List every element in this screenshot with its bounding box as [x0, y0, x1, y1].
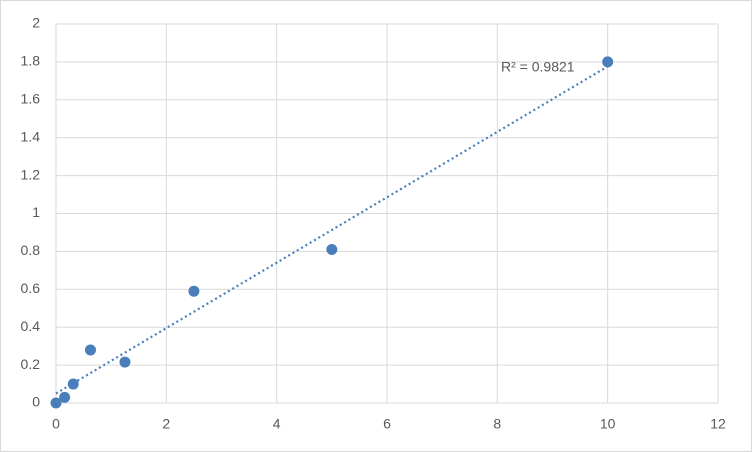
point [67, 378, 79, 390]
point [59, 391, 71, 403]
y-tick-label: 0.8 [21, 242, 41, 258]
y-tick-label: 1.6 [21, 91, 41, 107]
annotation: R² = 0.9821 [501, 59, 575, 75]
point [119, 356, 131, 368]
trendline [55, 65, 609, 395]
point [602, 56, 614, 68]
x-tick-label: 0 [52, 416, 60, 432]
x-tick-label: 10 [600, 416, 616, 432]
point [84, 344, 96, 356]
y-tick-label: 0 [32, 394, 40, 410]
y-tick-label: 1.8 [21, 53, 41, 69]
y-tick-label: 1.2 [21, 166, 41, 182]
x-tick-label: 6 [383, 416, 391, 432]
x-tick-label: 12 [710, 416, 726, 432]
point [326, 244, 338, 256]
x-tick-label: 8 [493, 416, 501, 432]
y-tick-label: 0.6 [21, 280, 41, 296]
y-tick-label: 1 [32, 204, 40, 220]
y-tick-label: 0.2 [21, 356, 41, 372]
y-tick-label: 1.4 [21, 128, 41, 144]
x-tick-label: 4 [273, 416, 281, 432]
y-tick-label: 2 [32, 15, 40, 31]
y-tick-label: 0.4 [21, 318, 41, 334]
point [188, 285, 200, 297]
point [50, 397, 62, 409]
x-tick-label: 2 [162, 416, 170, 432]
